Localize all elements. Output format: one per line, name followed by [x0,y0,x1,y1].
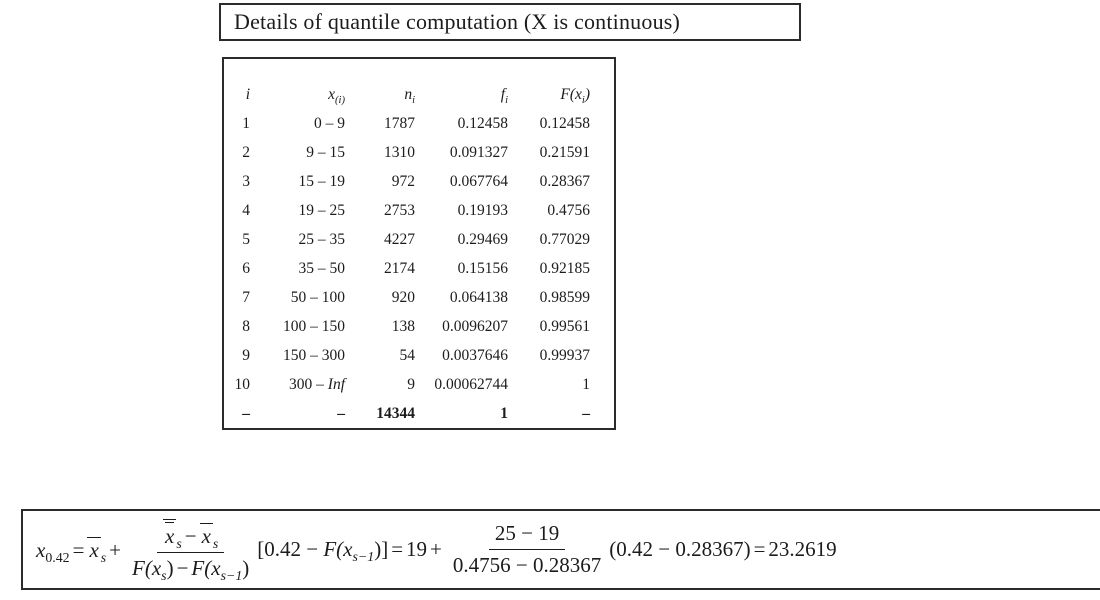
table-cell: 0.92185 [539,259,590,277]
table-row: 7 50 – 100 920 0.064138 0.98599 [224,283,614,312]
table-cell: 0.28367 [539,172,590,190]
table-cell: 1 [500,404,508,422]
table-cell: 35 – 50 [298,259,346,277]
formula-lhs: x0.42 = x s + [36,536,122,565]
page-title: Details of quantile computation (X is co… [234,9,681,34]
table-cell: 0.21591 [539,143,590,161]
formula-fraction-numeric: 25 − 19 0.4756 − 0.28367 [452,521,602,577]
table-cell: 5 [242,230,250,248]
table-cell: 0.77029 [539,230,590,248]
table-cell: 0.064138 [449,288,508,306]
table-cell: 9 – 15 [306,143,345,161]
table-cell: 920 [391,288,415,306]
table-cell: 0.0096207 [442,317,508,335]
table-cell: 0.29469 [457,230,508,248]
table-row: 8 100 – 150 138 0.0096207 0.99561 [224,312,614,341]
table-row: 6 35 – 50 2174 0.15156 0.92185 [224,254,614,283]
table-cell: 19 – 25 [298,201,346,219]
table-row: 2 9 – 15 1310 0.091327 0.21591 [224,138,614,167]
formula-result: (0.42 − 0.28367) = 23.2619 [609,537,837,561]
table-cell: 10 [234,375,251,393]
table-cell: 150 – 300 [283,346,345,364]
table-cell: 4 [242,201,250,219]
table-cell: 300 – Inf [289,375,345,393]
column-header-F: F(xi) [560,85,590,106]
table-cell: 100 – 150 [283,317,345,335]
table-total-row: – – 14344 1 – [224,399,614,428]
table-cell: 0.99561 [539,317,590,335]
table-cell: 15 – 19 [298,172,346,190]
column-header-x: x(i) [328,85,345,106]
table-row: 4 19 – 25 2753 0.19193 0.4756 [224,196,614,225]
table-cell: 1310 [384,143,415,161]
table-cell: 1 [242,114,250,132]
table-cell: 0.98599 [539,288,590,306]
table-cell: 0.99937 [539,346,590,364]
table-cell: 0.4756 [547,201,590,219]
header-row: i x(i) ni fi F(xi) [224,80,614,109]
table-cell: 0.091327 [449,143,508,161]
table-row: 3 15 – 19 972 0.067764 0.28367 [224,167,614,196]
table-cell: 0.19193 [457,201,508,219]
table-row: 10 300 – Inf 9 0.00062744 1 [224,370,614,399]
table-row: 1 0 – 9 1787 0.12458 0.12458 [224,109,614,138]
table-cell: 6 [242,259,250,277]
formula-bracket-term: [0.42 − F(xs−1)] = 19 + [257,537,442,565]
table-cell: 0.067764 [449,172,508,190]
table-cell: 0.15156 [457,259,508,277]
table-cell: 1787 [384,114,415,132]
column-header-n: ni [404,85,415,106]
table-cell: 9 [242,346,250,364]
table-cell: 2174 [384,259,415,277]
table-cell: 1 [582,375,590,393]
table-cell: 8 [242,317,250,335]
table-cell: 25 – 35 [298,230,346,248]
table-cell: 972 [391,172,415,190]
formula-box: x0.42 = x s + x s − x s F(xs) − F(xs−1) [0.42 − F(… [21,509,1100,590]
table-cell: 0.12458 [539,114,590,132]
table-cell: 54 [399,346,416,364]
table-cell: 2753 [384,201,415,219]
table-cell: 14344 [376,404,415,422]
table-cell: 0.0037646 [442,346,508,364]
table-cell: 3 [242,172,250,190]
table-row: 5 25 – 35 4227 0.29469 0.77029 [224,225,614,254]
table-cell: – [337,404,345,422]
column-header-f: fi [500,85,508,106]
table-cell: 0.12458 [457,114,508,132]
title-box: Details of quantile computation (X is co… [219,3,801,41]
column-header-i: i [245,85,250,103]
table-cell: – [582,404,590,422]
table-cell: 0 – 9 [314,114,345,132]
table-cell: 2 [242,143,250,161]
table-cell: 7 [242,288,250,306]
table-cell: – [242,404,250,422]
table-cell: 9 [407,375,415,393]
table-cell: 4227 [384,230,415,248]
table-row: 9 150 – 300 54 0.0037646 0.99937 [224,341,614,370]
formula-fraction-symbolic: x s − x s F(xs) − F(xs−1) [132,518,249,582]
table-cell: 50 – 100 [290,288,345,306]
table-cell: 138 [391,317,415,335]
table-cell: 0.00062744 [434,375,508,393]
